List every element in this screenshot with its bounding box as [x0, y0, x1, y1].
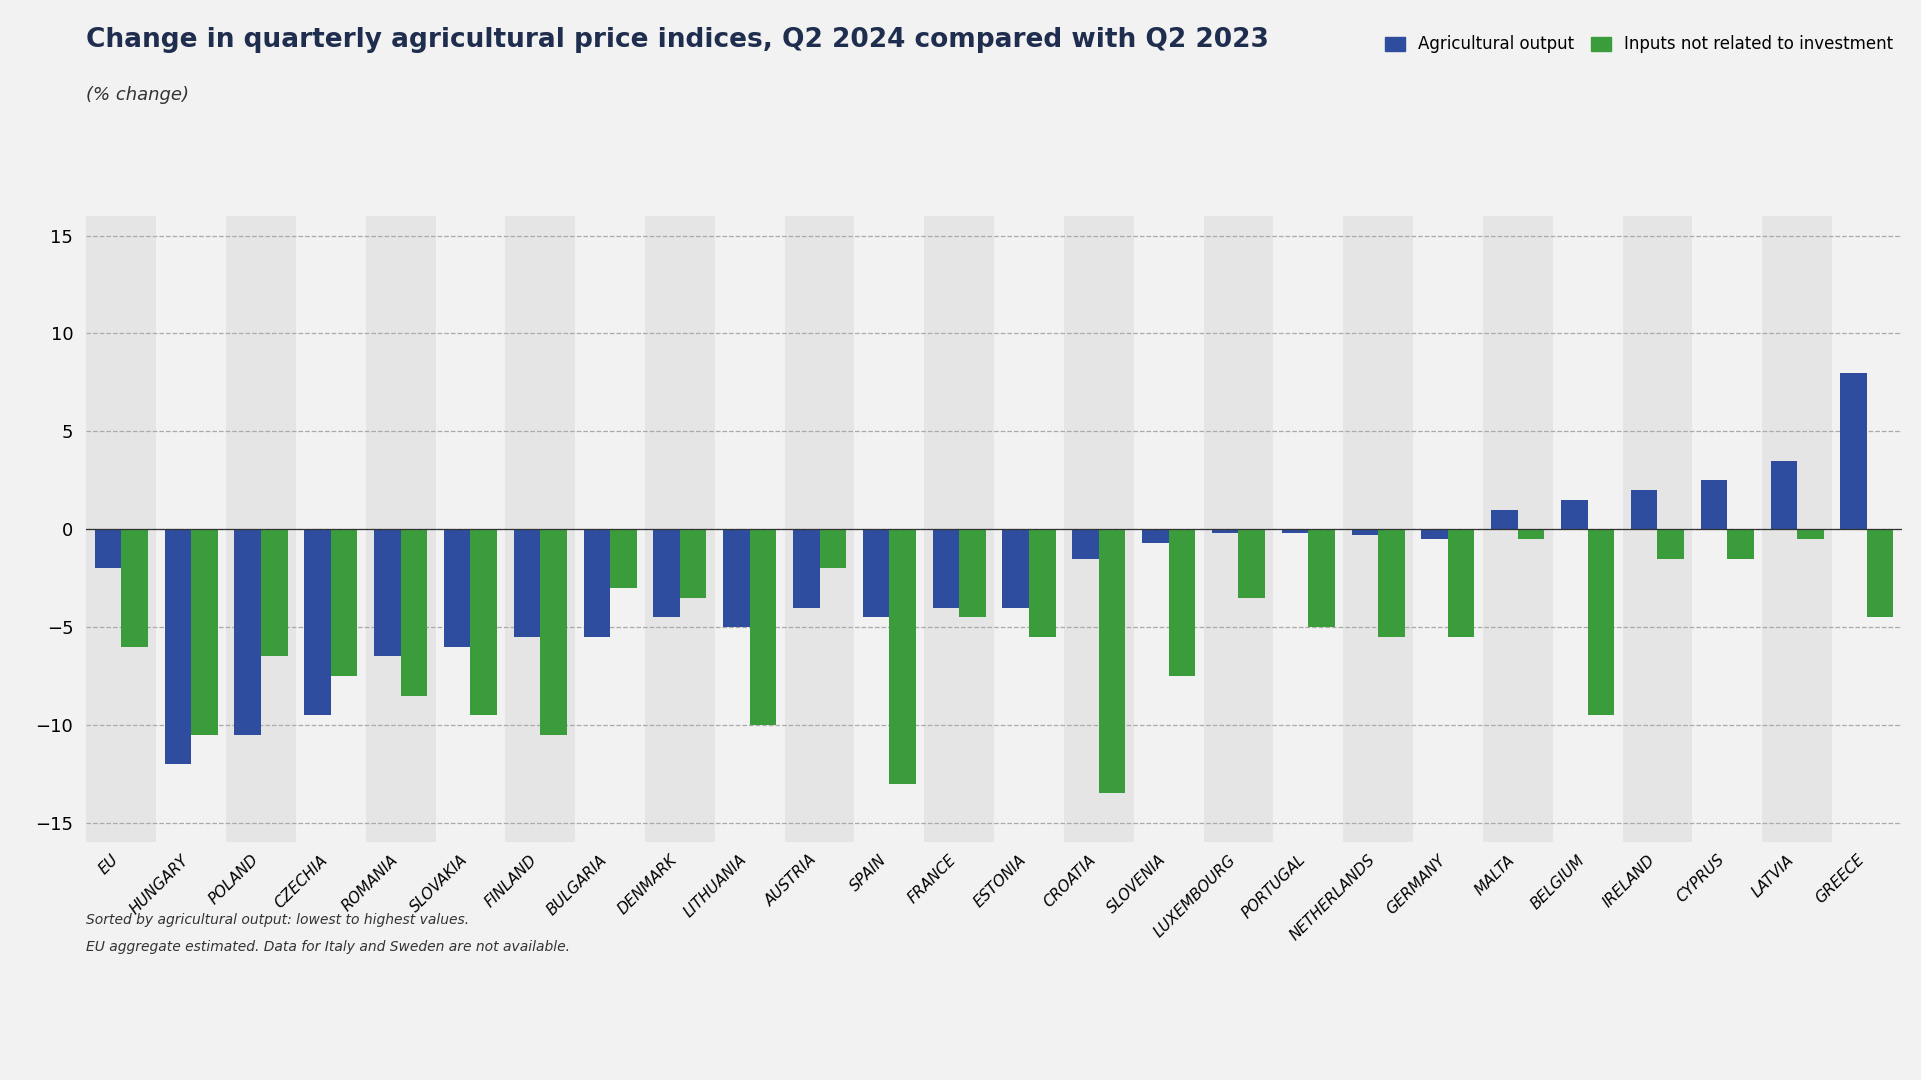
Bar [1483, 216, 1552, 842]
Bar [156, 216, 227, 842]
Bar [1587, 529, 1614, 715]
Bar [1377, 529, 1404, 637]
Bar [304, 529, 330, 715]
Bar [1552, 216, 1623, 842]
Bar [1562, 500, 1587, 529]
Bar [1204, 216, 1274, 842]
Text: Change in quarterly agricultural price indices, Q2 2024 compared with Q2 2023: Change in quarterly agricultural price i… [86, 27, 1270, 53]
Bar [1030, 529, 1055, 637]
Bar [375, 529, 401, 657]
Bar [505, 216, 574, 842]
Bar [715, 216, 784, 842]
Bar [94, 529, 121, 568]
Bar [1727, 529, 1754, 558]
Bar [1281, 529, 1308, 534]
Text: (% change): (% change) [86, 86, 190, 105]
Bar [584, 529, 611, 637]
Bar [1343, 216, 1414, 842]
Bar [1099, 529, 1126, 794]
Text: Sorted by agricultural output: lowest to highest values.: Sorted by agricultural output: lowest to… [86, 913, 469, 927]
Bar [924, 216, 995, 842]
Bar [855, 216, 924, 842]
Bar [1064, 216, 1133, 842]
Bar [611, 529, 636, 588]
Bar [1133, 216, 1204, 842]
Bar [365, 216, 436, 842]
Bar [1840, 373, 1867, 529]
Bar [234, 529, 261, 734]
Legend: Agricultural output, Inputs not related to investment: Agricultural output, Inputs not related … [1385, 36, 1894, 53]
Bar [1414, 216, 1483, 842]
Bar [261, 529, 288, 657]
Bar [1631, 490, 1658, 529]
Bar [436, 216, 505, 842]
Bar [1072, 529, 1099, 558]
Bar [1658, 529, 1685, 558]
Bar [513, 529, 540, 637]
Bar [1491, 510, 1518, 529]
Bar [1700, 481, 1727, 529]
Text: EU aggregate estimated. Data for Italy and Sweden are not available.: EU aggregate estimated. Data for Italy a… [86, 940, 571, 954]
Bar [645, 216, 715, 842]
Bar [192, 529, 217, 734]
Bar [165, 529, 192, 765]
Bar [1239, 529, 1266, 597]
Bar [722, 529, 749, 627]
Bar [1762, 216, 1833, 842]
Bar [1168, 529, 1195, 676]
Bar [444, 529, 471, 647]
Bar [1796, 529, 1823, 539]
Bar [1274, 216, 1343, 842]
Bar [680, 529, 707, 597]
Bar [1518, 529, 1544, 539]
Bar [793, 529, 820, 607]
Bar [1448, 529, 1475, 637]
Bar [995, 216, 1064, 842]
Bar [574, 216, 645, 842]
Bar [784, 216, 855, 842]
Bar [820, 529, 845, 568]
Bar [1692, 216, 1762, 842]
Bar [653, 529, 680, 618]
Bar [1143, 529, 1168, 543]
Bar [296, 216, 365, 842]
Bar [749, 529, 776, 725]
Bar [540, 529, 567, 734]
Bar [86, 216, 156, 842]
Bar [959, 529, 985, 618]
Bar [471, 529, 498, 715]
Bar [934, 529, 959, 607]
Bar [889, 529, 916, 784]
Bar [1771, 461, 1796, 529]
Bar [863, 529, 889, 618]
Bar [227, 216, 296, 842]
Bar [1308, 529, 1335, 627]
Bar [330, 529, 357, 676]
Bar [1422, 529, 1448, 539]
Bar [1833, 216, 1902, 842]
Bar [1212, 529, 1239, 534]
Bar [1003, 529, 1030, 607]
Bar [401, 529, 426, 696]
Bar [1352, 529, 1377, 535]
Bar [121, 529, 148, 647]
Bar [1623, 216, 1692, 842]
Bar [1867, 529, 1894, 618]
